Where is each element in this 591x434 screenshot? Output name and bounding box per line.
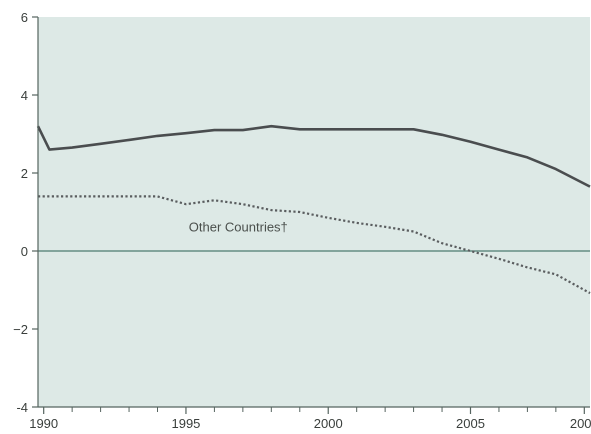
tick-labels: -4 −2 0 2 4 6 1990 1995 2000 2005 2009 [13,10,591,431]
x-tick-label: 2005 [456,416,485,431]
series-line-solid [36,124,591,188]
y-tick-label: 4 [21,88,28,103]
y-tick-label: 0 [21,244,28,259]
annotations: Other Countries† [189,220,288,235]
y-tick-label: 2 [21,166,28,181]
y-tick-label: −2 [13,322,28,337]
y-tick-label: -4 [16,400,28,415]
x-tick-label: 1990 [29,416,58,431]
x-tick-label: 2009 [570,416,591,431]
series-lines [36,124,591,295]
annotation-label: Other Countries† [189,220,288,235]
x-tick-label: 1995 [171,416,200,431]
x-tick-label: 2000 [314,416,343,431]
axis-ticks [32,16,585,414]
plot-background [38,17,590,407]
y-tick-label: 6 [21,10,28,25]
